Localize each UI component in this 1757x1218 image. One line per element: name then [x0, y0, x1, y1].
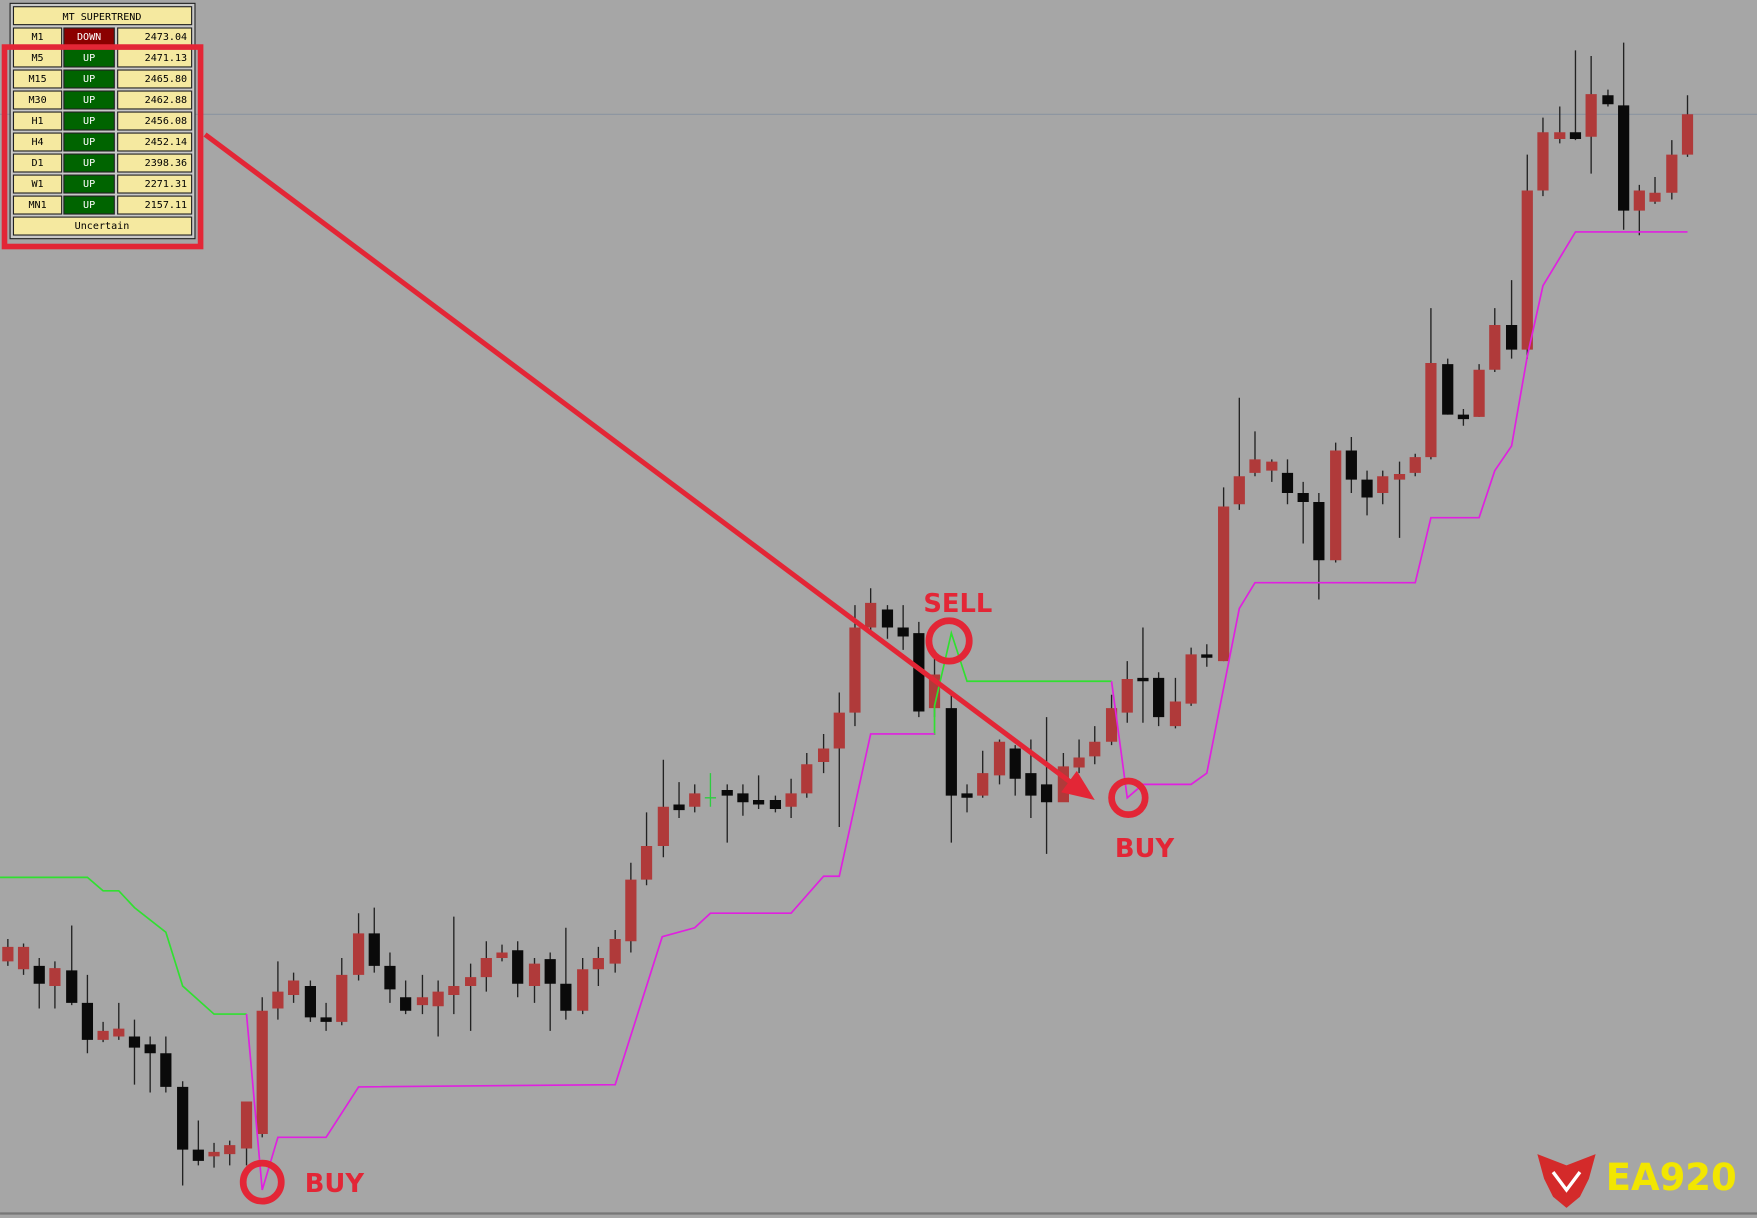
highlight-box [1, 44, 204, 250]
timeframe-cell [12, 111, 63, 131]
signal-circle [1108, 777, 1149, 818]
direction-cell [63, 195, 115, 215]
value: 2398.36 [145, 158, 187, 169]
signal-circle [239, 1159, 285, 1205]
direction: UP [83, 116, 95, 127]
direction-cell [63, 174, 115, 194]
supertrend-panel: MT SUPERTREND M1 DOWN 2473.04 M5 UP 2471.13 M15… [9, 2, 196, 240]
value-cell [117, 69, 193, 89]
timeframe: H4 [31, 137, 43, 148]
value: 2465.80 [145, 74, 187, 85]
timeframe-cell [12, 132, 63, 152]
timeframe-cell [12, 153, 63, 173]
direction-cell [63, 90, 115, 110]
supertrend-down [933, 629, 1112, 736]
direction: DOWN [77, 32, 101, 43]
direction: UP [83, 158, 95, 169]
title-cell [12, 6, 193, 26]
direction: UP [83, 137, 95, 148]
value: 2462.88 [145, 95, 187, 106]
panel-status: Uncertain [75, 221, 130, 232]
logo-text: EA920 [1606, 1156, 1737, 1199]
value-cell [117, 132, 193, 152]
direction: UP [83, 95, 95, 106]
status-cell [12, 216, 193, 236]
timeframe: MN1 [28, 200, 46, 211]
value: 2452.14 [145, 137, 187, 148]
direction-cell [63, 111, 115, 131]
supertrend-up [1110, 231, 1688, 800]
timeframe-cell [12, 90, 63, 110]
timeframe: M30 [28, 95, 46, 106]
value: 2471.13 [145, 53, 187, 64]
timeframe: M15 [28, 74, 46, 85]
signal-circle [925, 617, 973, 665]
supertrend-down [0, 876, 247, 1015]
supertrend-up [245, 733, 935, 1191]
direction-cell [63, 153, 115, 173]
arrow-line [203, 132, 1075, 787]
direction: UP [83, 200, 95, 211]
buy-label: BUY [305, 1169, 365, 1199]
sell-label: SELL [923, 589, 992, 619]
direction: UP [83, 53, 95, 64]
timeframe-cell [12, 174, 63, 194]
value-cell [117, 153, 193, 173]
buy-label: BUY [1115, 834, 1175, 864]
timeframe: M1 [31, 32, 43, 43]
timeframe-cell [12, 195, 63, 215]
value-cell [117, 174, 193, 194]
value: 2157.11 [145, 200, 187, 211]
value: 2473.04 [145, 32, 187, 43]
value-cell [117, 195, 193, 215]
direction: UP [83, 179, 95, 190]
bull-candles [2, 94, 1694, 1157]
direction: UP [83, 74, 95, 85]
timeframe: H1 [31, 116, 43, 127]
direction-cell [63, 69, 115, 89]
doji-candle [704, 773, 717, 807]
timeframe: W1 [31, 179, 43, 190]
timeframe-cell [12, 69, 63, 89]
value: 2271.31 [145, 179, 187, 190]
panel-title: MT SUPERTREND [63, 12, 142, 23]
value: 2456.08 [145, 116, 187, 127]
arrow-head [1061, 770, 1095, 801]
timeframe: D1 [31, 158, 43, 169]
value-cell [117, 90, 193, 110]
logo-icon [1537, 1154, 1596, 1208]
direction-cell [63, 132, 115, 152]
timeframe: M5 [31, 53, 43, 64]
value-cell [117, 111, 193, 131]
